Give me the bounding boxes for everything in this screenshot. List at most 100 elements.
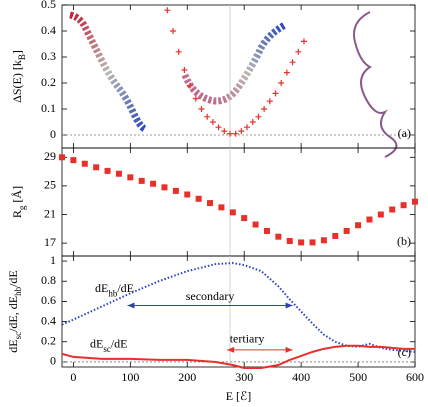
- point: [172, 187, 179, 194]
- point: [207, 200, 214, 207]
- y-tick-label: 0: [50, 127, 56, 141]
- point: [229, 209, 236, 216]
- annotation: dEsc/dE: [90, 337, 128, 354]
- y-tick-label: 0.5: [41, 0, 56, 11]
- point: [263, 227, 270, 234]
- point: [175, 48, 182, 55]
- point: [192, 95, 199, 102]
- y-tick-label: 0.1: [41, 101, 56, 115]
- point: [286, 237, 293, 244]
- series-line: [61, 344, 415, 370]
- x-tick-label: 600: [406, 370, 424, 384]
- y-tick-label: 0.8: [41, 273, 56, 287]
- point: [412, 198, 418, 205]
- arrow-head: [227, 346, 235, 353]
- x-tick-label: 500: [349, 370, 367, 384]
- x-axis-label: E [ℰ]: [226, 389, 252, 403]
- annotation: tertiary: [230, 332, 265, 346]
- point: [221, 128, 228, 135]
- y-tick-label: 17: [44, 235, 56, 249]
- point: [332, 232, 339, 239]
- y-tick-label: 0.4: [41, 313, 56, 327]
- point: [226, 130, 233, 137]
- point: [252, 221, 259, 228]
- y-tick-label: 0.3: [41, 49, 56, 63]
- annotation: dEhb/dE: [95, 281, 134, 298]
- x-tick-label: 300: [235, 370, 253, 384]
- coil-image: [353, 11, 398, 158]
- point: [366, 216, 373, 223]
- point: [218, 204, 225, 211]
- point: [272, 90, 279, 97]
- y-tick-label: 0.2: [41, 334, 56, 348]
- point: [164, 7, 171, 14]
- point: [238, 128, 245, 135]
- y-tick-label: 29: [44, 149, 56, 163]
- point: [127, 174, 134, 181]
- y-tick-label: 25: [44, 178, 56, 192]
- point: [138, 177, 145, 184]
- point: [278, 80, 285, 86]
- point: [184, 191, 191, 198]
- point: [355, 222, 362, 229]
- helix-image: [181, 21, 287, 105]
- point: [232, 130, 239, 137]
- point: [309, 239, 316, 246]
- plot-frame: [61, 147, 416, 257]
- point: [255, 113, 262, 120]
- point: [59, 154, 65, 161]
- point: [104, 167, 111, 174]
- point: [93, 164, 100, 171]
- point: [187, 82, 194, 89]
- point: [195, 195, 202, 202]
- point: [181, 67, 188, 73]
- series-line: [61, 262, 416, 353]
- y-tick-label: 0.2: [41, 75, 56, 89]
- x-tick-label: 100: [121, 370, 139, 384]
- point: [241, 215, 248, 222]
- y-tick-label: 0.6: [41, 293, 56, 307]
- point: [198, 106, 205, 112]
- point: [266, 98, 273, 105]
- protein-images: [69, 11, 398, 158]
- point: [115, 170, 122, 177]
- point: [289, 59, 296, 66]
- point: [261, 106, 268, 112]
- point: [343, 227, 350, 234]
- point: [244, 124, 251, 131]
- point: [275, 233, 282, 240]
- point: [400, 202, 407, 209]
- point: [298, 239, 305, 246]
- point: [209, 119, 216, 125]
- y-tick-label: 21: [44, 206, 56, 220]
- point: [70, 157, 77, 164]
- x-tick-label: 400: [292, 370, 310, 384]
- annotation: secondary: [186, 289, 235, 303]
- point: [320, 237, 327, 244]
- y-axis-label: Rg [Å]: [10, 186, 27, 218]
- arrow-head: [285, 346, 293, 353]
- point: [161, 184, 168, 191]
- y-axis-label: ΔS(E) [kB]: [10, 50, 27, 103]
- arrow-head: [127, 302, 135, 309]
- point: [300, 38, 307, 45]
- point: [249, 119, 256, 125]
- arrow-head: [285, 302, 293, 309]
- helix-image: [69, 11, 147, 133]
- point: [389, 206, 396, 213]
- x-tick-label: 0: [70, 370, 76, 384]
- panel-label: (b): [397, 234, 411, 248]
- point: [170, 28, 177, 34]
- panel-label: (a): [398, 126, 411, 140]
- point: [204, 113, 211, 120]
- y-axis-label: dEsc/dE, dEhb/dE: [6, 270, 23, 353]
- y-tick-label: 0.4: [41, 23, 56, 37]
- point: [377, 211, 384, 218]
- point: [81, 160, 88, 167]
- point: [150, 180, 157, 187]
- y-tick-label: 0: [50, 354, 56, 368]
- x-tick-label: 200: [178, 370, 196, 384]
- point: [283, 69, 290, 76]
- y-tick-label: 1: [50, 253, 56, 267]
